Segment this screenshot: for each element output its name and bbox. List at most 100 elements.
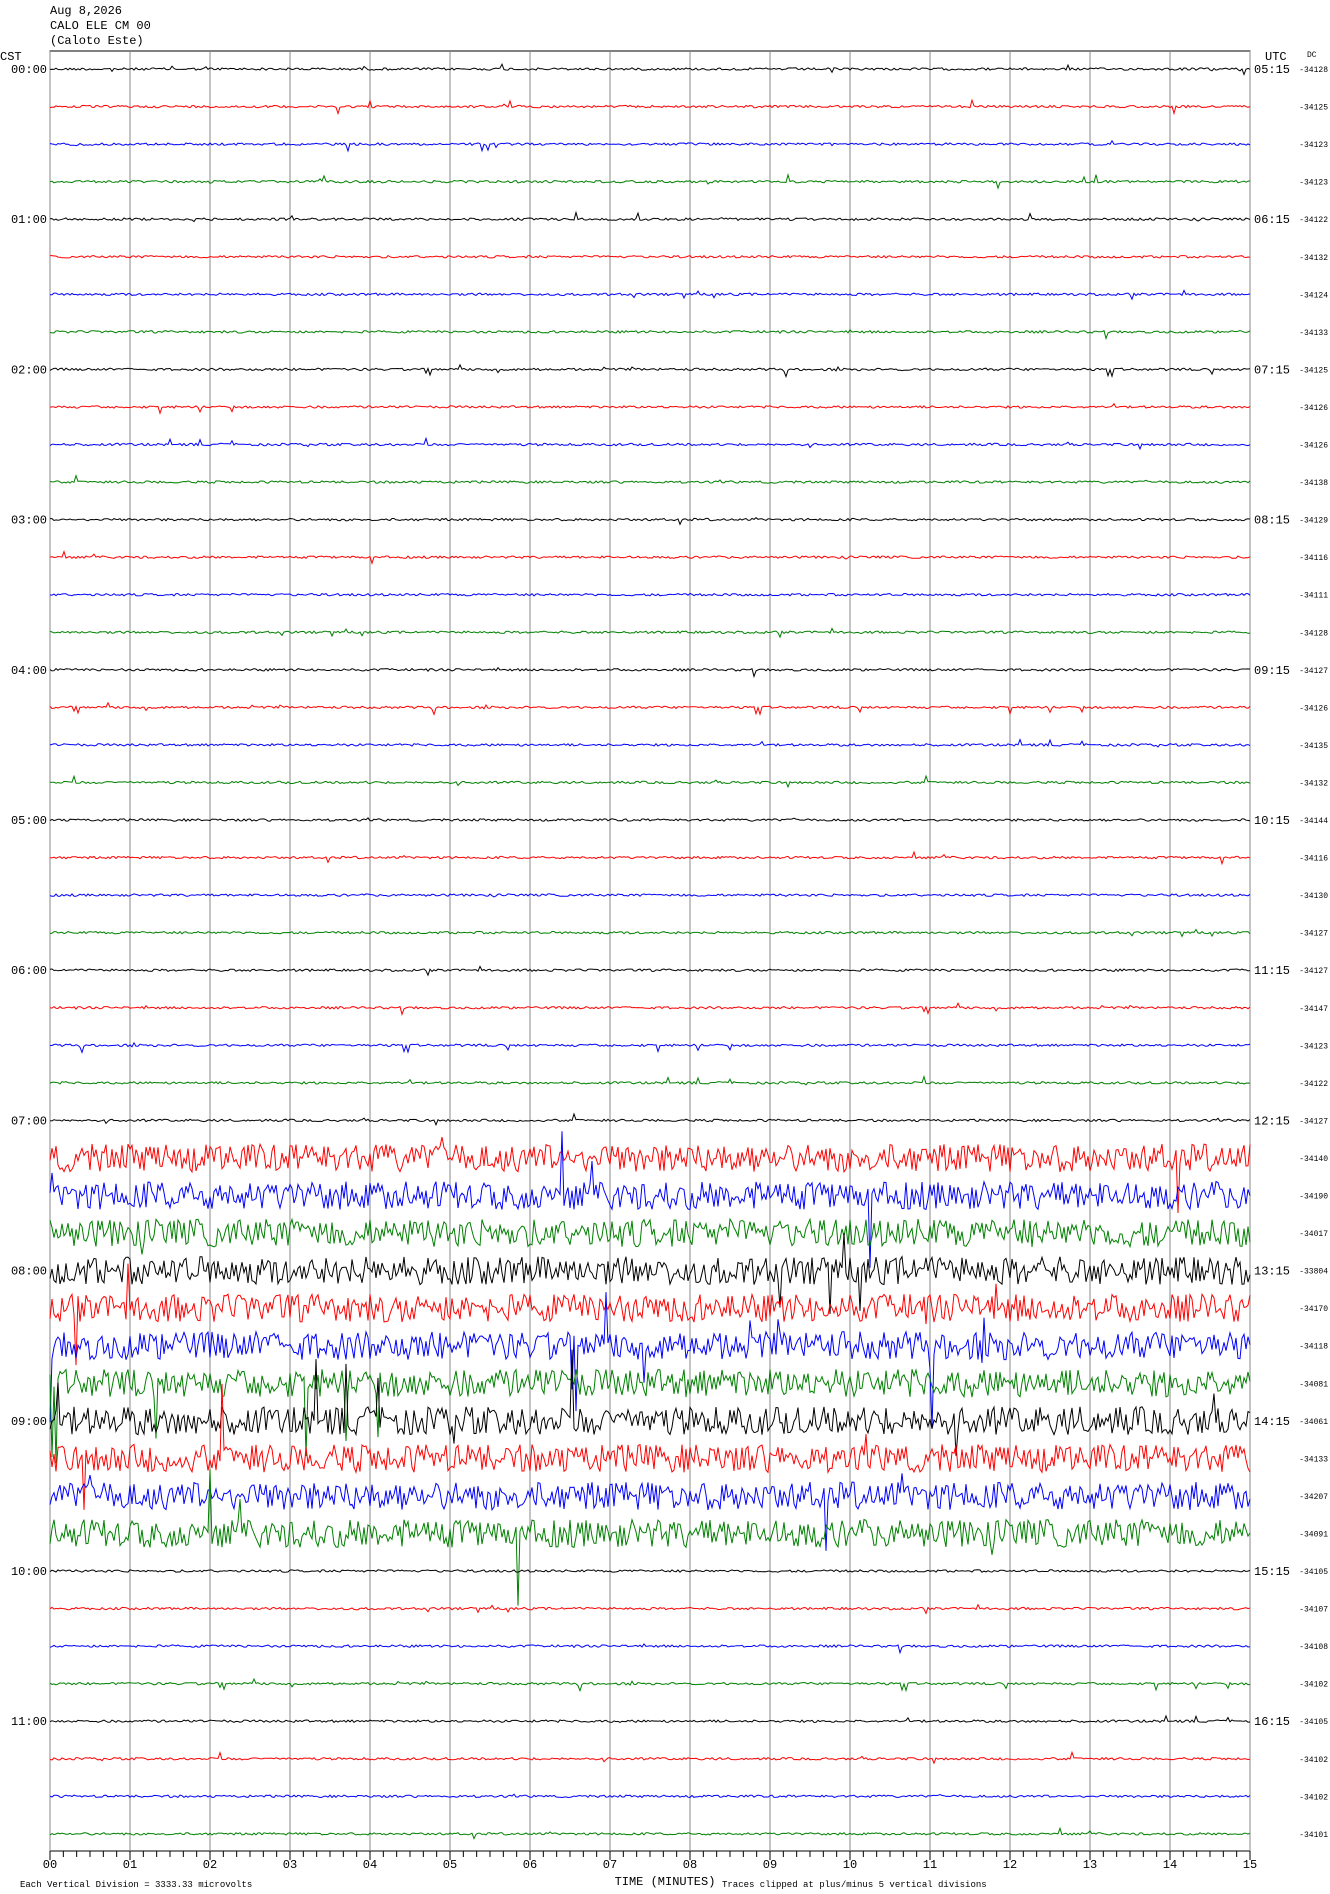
trace [49,1349,1251,1456]
x-tick-label: 10 [843,1858,857,1872]
x-tick-label: 11 [923,1858,937,1872]
clip-note: Traces clipped at plus/minus 5 vertical … [722,1880,987,1890]
utc-label: 05:15 [1254,63,1290,77]
dc-value: -34190 [1299,1193,1328,1202]
cst-label: 04:00 [11,664,47,678]
trace [49,965,1251,977]
trace [49,1233,1251,1315]
utc-label: 08:15 [1254,514,1290,528]
trace [49,738,1251,748]
x-tick-label: 07 [603,1858,617,1872]
dc-value: -34116 [1299,855,1328,864]
trace [49,139,1251,153]
trace [49,173,1251,190]
trace [49,1569,1251,1573]
dc-value: -34133 [1299,329,1328,338]
dc-value: -34129 [1299,517,1328,526]
trace [49,1112,1251,1127]
dc-value: -34118 [1299,1343,1328,1352]
trace [49,1292,1251,1429]
site: (Caloto Este) [50,34,144,48]
trace [49,666,1251,679]
trace [49,1603,1251,1615]
dc-value: -34128 [1299,66,1328,75]
x-tick-label: 12 [1003,1858,1017,1872]
scale-note: Each Vertical Division = 3333.33 microvo… [20,1880,252,1890]
trace [50,254,1251,259]
x-tick-label: 15 [1243,1858,1257,1872]
trace [49,1217,1251,1255]
plot-frame [49,50,1251,1852]
utc-label: 13:15 [1254,1265,1290,1279]
dc-value: -34101 [1299,1831,1328,1840]
cst-label: 10:00 [11,1565,47,1579]
dc-value: -34122 [1299,1080,1328,1089]
trace [49,289,1251,301]
x-tick-label: 06 [523,1858,537,1872]
dc-value: -34124 [1299,291,1328,300]
cst-title: CST [0,50,22,64]
utc-label: 09:15 [1254,664,1290,678]
x-tick-label: 02 [203,1858,217,1872]
dc-value: -34122 [1299,216,1328,225]
x-tick-label: 14 [1163,1858,1177,1872]
trace [49,328,1251,341]
trace [49,701,1251,716]
trace [49,1714,1251,1724]
dc-value: -34127 [1299,1117,1328,1126]
trace [49,62,1251,76]
dc-value: -34133 [1299,1455,1328,1464]
trace [49,1677,1251,1693]
trace [49,1002,1251,1016]
utc-label: 07:15 [1254,363,1290,377]
dc-value: -34126 [1299,442,1328,451]
x-tick-label: 04 [363,1858,377,1872]
dc-value: -34170 [1299,1305,1328,1314]
dc-value: -34126 [1299,704,1328,713]
dc-value: -34123 [1299,179,1328,188]
dc-value: -34105 [1299,1718,1328,1727]
dc-value: -34125 [1299,104,1328,113]
trace [49,210,1251,223]
dc-value: -34102 [1299,1793,1328,1802]
trace [49,774,1251,789]
date: Aug 8,2026 [50,4,122,18]
dc-value: -33804 [1299,1268,1328,1277]
dc-value: -34108 [1299,1643,1328,1652]
dc-value: -34081 [1299,1380,1328,1389]
trace [49,1643,1251,1655]
trace [49,1368,1251,1464]
trace [49,550,1251,565]
dc-value: -34017 [1299,1230,1328,1239]
dc-value: -34116 [1299,554,1328,563]
utc-label: 15:15 [1254,1565,1290,1579]
trace [49,1075,1251,1086]
trace [49,98,1251,116]
utc-title: UTC [1265,50,1287,64]
trace [49,1263,1251,1366]
trace [49,436,1251,451]
x-tick-label: 05 [443,1858,457,1872]
cst-label: 02:00 [11,363,47,377]
dc-value: -34127 [1299,930,1328,939]
dc-value: -34144 [1299,817,1328,826]
dc-value: -34128 [1299,629,1328,638]
trace [49,474,1251,484]
dc-value: -34127 [1299,967,1328,976]
cst-label: 08:00 [11,1265,47,1279]
cst-label: 00:00 [11,63,47,77]
trace [49,1136,1251,1214]
x-title: TIME (MINUTES) [615,1875,716,1889]
dc-value: -34061 [1299,1418,1328,1427]
dc-value: -34111 [1299,592,1328,601]
cst-label: 11:00 [11,1715,47,1729]
utc-label: 12:15 [1254,1114,1290,1128]
trace [49,850,1251,866]
utc-label: 16:15 [1254,1715,1290,1729]
cst-label: 09:00 [11,1415,47,1429]
dc-value: -34105 [1299,1568,1328,1577]
dc-value: -34140 [1299,1155,1328,1164]
dc-value: -34102 [1299,1681,1328,1690]
trace [49,1473,1251,1551]
utc-label: 10:15 [1254,814,1290,828]
